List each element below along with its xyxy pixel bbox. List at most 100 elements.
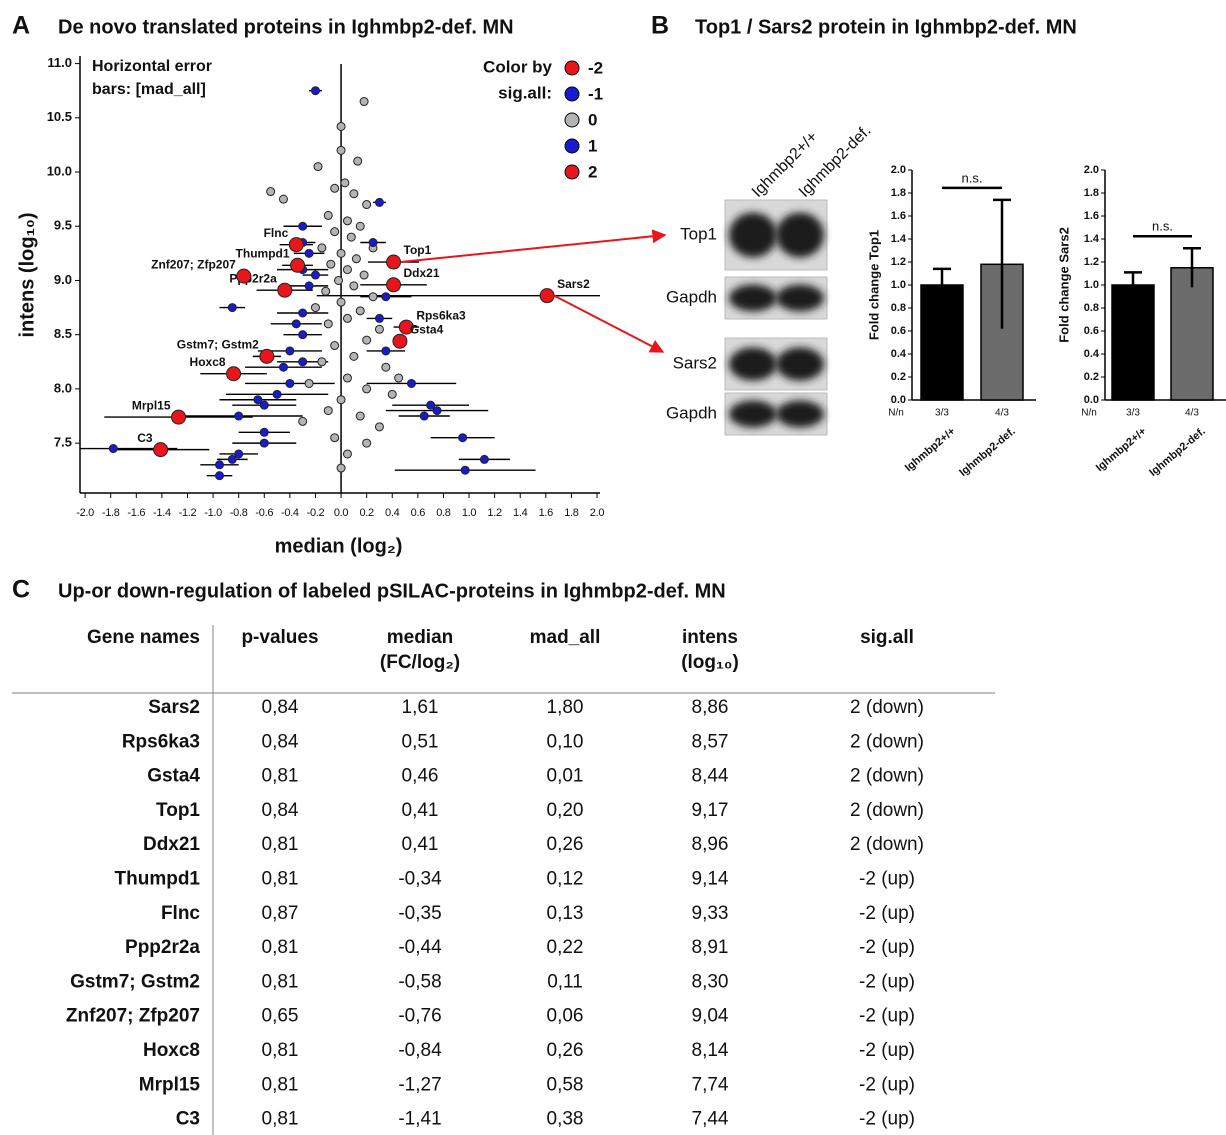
y-tick-label: 0.2 bbox=[1084, 371, 1099, 383]
data-point bbox=[318, 244, 326, 252]
panel-label: A bbox=[12, 12, 30, 40]
data-point bbox=[350, 282, 358, 290]
table-cell: 0,81 bbox=[262, 1074, 299, 1095]
x-tick-label: Ighmbp2+/+ bbox=[903, 425, 958, 474]
data-point bbox=[363, 439, 371, 447]
data-point bbox=[314, 163, 322, 171]
data-point bbox=[387, 278, 401, 292]
data-point bbox=[305, 379, 313, 387]
data-point bbox=[305, 282, 313, 290]
y-tick-label: 8.5 bbox=[54, 326, 72, 341]
table-cell: 0,10 bbox=[547, 731, 584, 752]
table-title: Up-or down-regulation of labeled pSILAC-… bbox=[58, 580, 726, 602]
table-cell: 7,44 bbox=[692, 1109, 729, 1130]
data-point bbox=[286, 347, 294, 355]
data-point bbox=[299, 358, 307, 366]
data-point bbox=[324, 320, 332, 328]
data-point bbox=[215, 472, 223, 480]
data-point bbox=[273, 390, 281, 398]
table-cell: 0,84 bbox=[262, 697, 299, 718]
table-cell: 0,46 bbox=[402, 766, 439, 787]
data-point bbox=[324, 407, 332, 415]
y-tick-label: 9.5 bbox=[54, 218, 72, 233]
y-axis-label: Fold change Sars2 bbox=[1056, 227, 1071, 343]
y-tick-label: 0.4 bbox=[1084, 348, 1100, 360]
data-point bbox=[337, 122, 345, 130]
data-point bbox=[540, 289, 554, 303]
table-cell: 8,44 bbox=[692, 766, 729, 787]
table-cell: 8,14 bbox=[692, 1040, 729, 1061]
blot-band bbox=[776, 285, 824, 312]
arrow bbox=[401, 235, 665, 262]
x-tick-label: -1.0 bbox=[204, 507, 222, 519]
data-point bbox=[318, 358, 326, 366]
table-cell: 2 (down) bbox=[850, 731, 924, 752]
table-cell: 8,57 bbox=[692, 731, 729, 752]
table-cell: 8,91 bbox=[692, 937, 729, 958]
legend-label: -1 bbox=[588, 84, 603, 103]
data-point bbox=[154, 443, 168, 457]
point-label: Mrpl15 bbox=[132, 398, 171, 412]
x-tick-label: 0.2 bbox=[359, 507, 374, 519]
data-point bbox=[382, 363, 390, 371]
table-header: Gene names bbox=[87, 627, 200, 648]
legend-marker bbox=[565, 139, 579, 153]
table-cell: Ppp2r2a bbox=[125, 937, 200, 958]
y-tick-label: 0.2 bbox=[891, 371, 906, 383]
x-tick-label: 0.6 bbox=[411, 507, 426, 519]
data-point bbox=[343, 314, 351, 322]
y-tick-label: 1.6 bbox=[1084, 210, 1099, 222]
data-point bbox=[461, 466, 469, 474]
table-cell: 0,51 bbox=[402, 731, 439, 752]
point-label: Top1 bbox=[404, 243, 432, 257]
table-cell: Top1 bbox=[156, 800, 200, 821]
data-point bbox=[369, 293, 377, 301]
data-point bbox=[382, 347, 390, 355]
data-point bbox=[172, 410, 186, 424]
data-point bbox=[279, 195, 287, 203]
data-point bbox=[341, 179, 349, 187]
legend-label: -2 bbox=[588, 58, 603, 77]
blot-title: Top1 / Sars2 protein in Ighmbp2-def. MN bbox=[695, 16, 1077, 38]
x-tick-label: -1.2 bbox=[179, 507, 197, 519]
table-cell: 0,81 bbox=[262, 869, 299, 890]
table-cell: 9,04 bbox=[692, 1006, 729, 1027]
data-point bbox=[347, 233, 355, 241]
chart-title: De novo translated proteins in Ighmbp2-d… bbox=[58, 16, 514, 38]
data-point bbox=[375, 325, 383, 333]
y-tick-label: 0.4 bbox=[891, 348, 907, 360]
blot-band bbox=[729, 401, 777, 428]
bar bbox=[1171, 268, 1213, 400]
data-point bbox=[311, 271, 319, 279]
data-point bbox=[235, 412, 243, 420]
data-point bbox=[363, 336, 371, 344]
table-cell: Thumpd1 bbox=[115, 869, 201, 890]
table-cell: Mrpl15 bbox=[139, 1074, 201, 1095]
y-tick-label: 9.0 bbox=[54, 272, 72, 287]
x-tick-label: 1.4 bbox=[513, 507, 528, 519]
data-point bbox=[227, 367, 241, 381]
blot-row-label: Gapdh bbox=[666, 287, 717, 306]
y-tick-label: 10.5 bbox=[47, 109, 72, 124]
y-axis-label: intens (log₁₀) bbox=[16, 212, 38, 337]
y-tick-label: 1.0 bbox=[891, 279, 906, 291]
data-point bbox=[337, 396, 345, 404]
table-cell: 0,81 bbox=[262, 834, 299, 855]
data-point bbox=[260, 439, 268, 447]
table-cell: 0,81 bbox=[262, 937, 299, 958]
legend-label: 1 bbox=[588, 136, 597, 155]
y-tick-label: 1.8 bbox=[891, 187, 906, 199]
data-point bbox=[331, 228, 339, 236]
data-point bbox=[360, 98, 368, 106]
n-label: N/n bbox=[1081, 408, 1097, 419]
table-cell: -0,34 bbox=[398, 869, 442, 890]
y-tick-label: 0.0 bbox=[1084, 394, 1099, 406]
x-tick-label: Ighmbp2+/+ bbox=[1094, 425, 1149, 474]
y-axis-label: Fold change Top1 bbox=[866, 230, 881, 340]
data-point bbox=[311, 304, 319, 312]
table-cell: 0,06 bbox=[547, 1006, 584, 1027]
point-label: Flnc bbox=[264, 226, 289, 240]
table-header: intens bbox=[682, 627, 738, 648]
legend-label: 0 bbox=[588, 110, 597, 129]
legend-marker bbox=[565, 61, 579, 75]
